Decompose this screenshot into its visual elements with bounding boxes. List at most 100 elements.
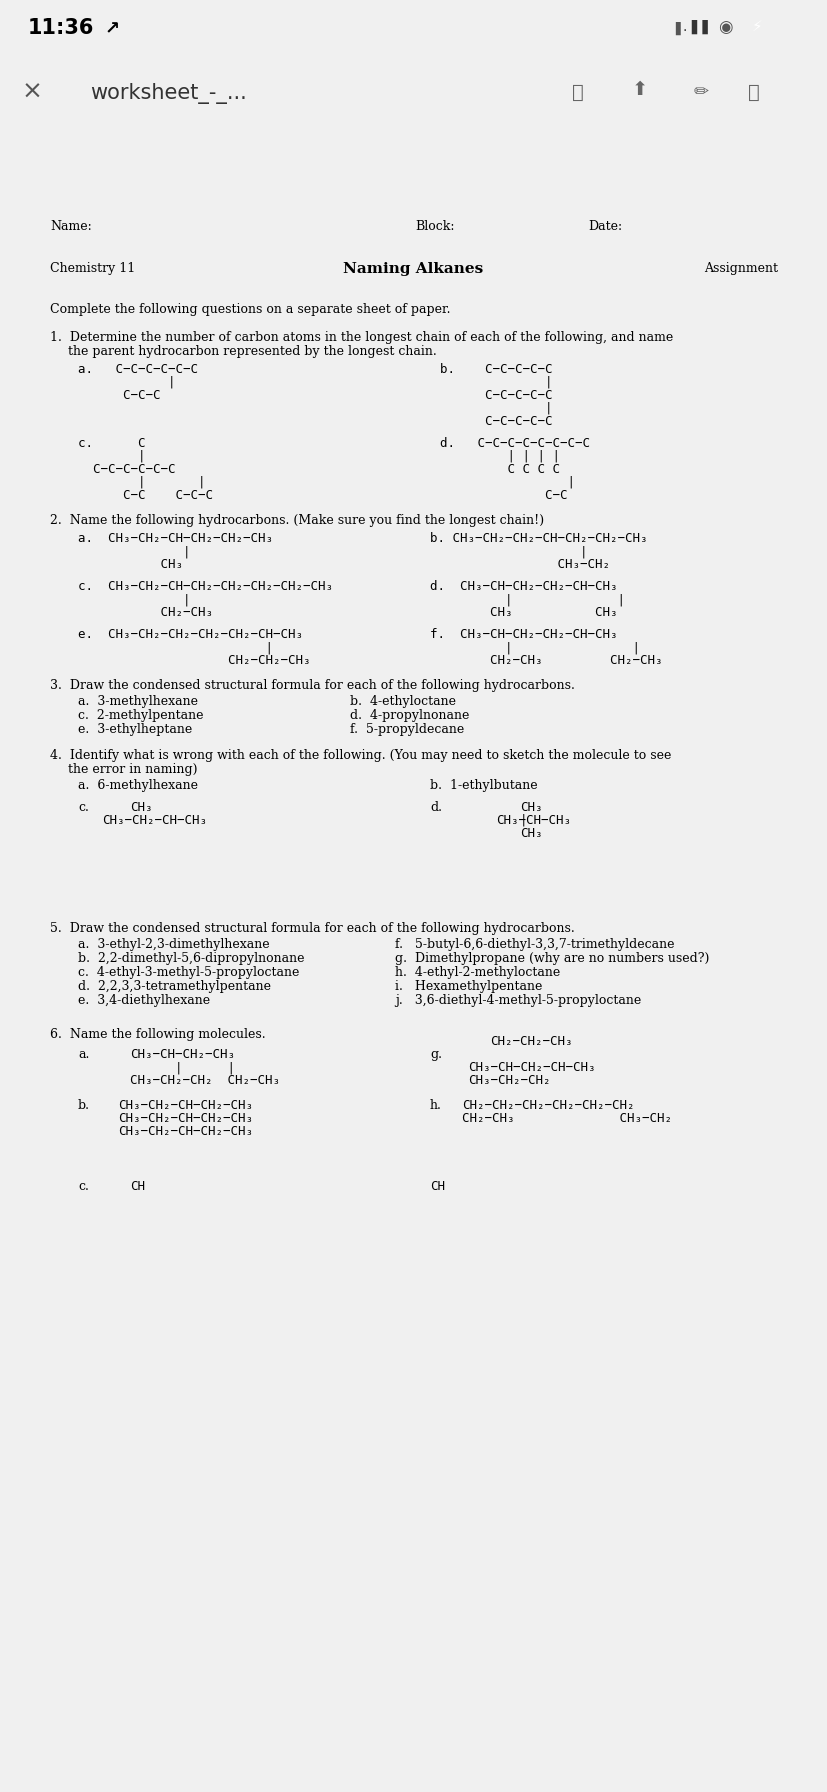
- Text: ⬆: ⬆: [631, 81, 648, 99]
- Text: d.   C−C−C−C−C−C−C−C: d. C−C−C−C−C−C−C−C: [439, 437, 590, 450]
- Text: f.   5-butyl-6,6-diethyl-3,3,7-trimethyldecane: f. 5-butyl-6,6-diethyl-3,3,7-trimethylde…: [394, 937, 674, 952]
- Text: c.  CH₃−CH₂−CH−CH₂−CH₂−CH₂−CH₂−CH₃: c. CH₃−CH₂−CH−CH₂−CH₂−CH₂−CH₂−CH₃: [78, 581, 332, 593]
- Text: b.  4-ethyloctane: b. 4-ethyloctane: [350, 695, 456, 708]
- Text: f.  5-propyldecane: f. 5-propyldecane: [350, 722, 464, 737]
- Text: |              |: | |: [429, 593, 624, 606]
- Text: |: |: [78, 545, 190, 557]
- Text: d.  CH₃−CH−CH₂−CH₂−CH−CH₃: d. CH₃−CH−CH₂−CH₂−CH−CH₃: [429, 581, 617, 593]
- Text: ↗: ↗: [105, 20, 120, 38]
- Text: e.  CH₃−CH₂−CH₂−CH₂−CH₂−CH−CH₃: e. CH₃−CH₂−CH₂−CH₂−CH₂−CH−CH₃: [78, 627, 303, 642]
- Text: e.  3,4-diethylhexane: e. 3,4-diethylhexane: [78, 995, 210, 1007]
- Text: |      |: | |: [130, 1061, 235, 1073]
- Text: a.  CH₃−CH₂−CH−CH₂−CH₂−CH₃: a. CH₃−CH₂−CH−CH₂−CH₂−CH₃: [78, 532, 273, 545]
- Text: |: |: [78, 376, 175, 389]
- Text: |: |: [429, 545, 587, 557]
- Text: a.  3-methylhexane: a. 3-methylhexane: [78, 695, 198, 708]
- Text: CH₃−CH₂−CH−CH₂−CH₃: CH₃−CH₂−CH−CH₂−CH₃: [118, 1125, 253, 1138]
- Text: ▐: ▐: [669, 22, 679, 36]
- Text: ⚡: ⚡: [751, 20, 762, 34]
- Text: ×: ×: [22, 81, 43, 104]
- Text: CH₃−CH−CH₃: CH₃−CH−CH₃: [495, 814, 571, 826]
- Text: 1.  Determine the number of carbon atoms in the longest chain of each of the fol: 1. Determine the number of carbon atoms …: [50, 332, 672, 344]
- Text: CH₃−CH₂−CH₂: CH₃−CH₂−CH₂: [467, 1073, 550, 1088]
- Text: Naming Alkanes: Naming Alkanes: [342, 262, 482, 276]
- Text: e.  3-ethylheptane: e. 3-ethylheptane: [78, 722, 192, 737]
- Text: 🔍: 🔍: [571, 82, 583, 102]
- Text: CH₃−CH−CH₂−CH₃: CH₃−CH−CH₂−CH₃: [130, 1048, 235, 1061]
- Text: Assignment: Assignment: [703, 262, 777, 274]
- Text: a.: a.: [78, 1048, 89, 1061]
- Text: 3.  Draw the condensed structural formula for each of the following hydrocarbons: 3. Draw the condensed structural formula…: [50, 679, 574, 692]
- Text: |                |: | |: [429, 642, 639, 654]
- Text: C−C: C−C: [439, 489, 566, 502]
- Text: CH₃−CH−CH₂−CH−CH₃: CH₃−CH−CH₂−CH−CH₃: [467, 1061, 595, 1073]
- Text: |: |: [78, 593, 190, 606]
- Text: g.: g.: [429, 1048, 442, 1061]
- Text: d.  2,2,3,3-tetramethylpentane: d. 2,2,3,3-tetramethylpentane: [78, 980, 270, 993]
- Text: C−C    C−C−C: C−C C−C−C: [78, 489, 213, 502]
- Text: CH₃−CH₂−CH−CH₂−CH₃: CH₃−CH₂−CH−CH₂−CH₃: [118, 1113, 253, 1125]
- Text: |: |: [519, 814, 527, 826]
- Text: f.  CH₃−CH−CH₂−CH₂−CH−CH₃: f. CH₃−CH−CH₂−CH₂−CH−CH₃: [429, 627, 617, 642]
- Text: Chemistry 11: Chemistry 11: [50, 262, 135, 274]
- Text: the error in naming): the error in naming): [68, 763, 198, 776]
- Text: 2.  Name the following hydrocarbons. (Make sure you find the longest chain!): 2. Name the following hydrocarbons. (Mak…: [50, 514, 543, 527]
- Text: .▐▐: .▐▐: [682, 20, 708, 34]
- Text: CH₃: CH₃: [519, 826, 542, 840]
- Text: a.  3-ethyl-2,3-dimethylhexane: a. 3-ethyl-2,3-dimethylhexane: [78, 937, 270, 952]
- Text: g.  Dimethylpropane (why are no numbers used?): g. Dimethylpropane (why are no numbers u…: [394, 952, 709, 966]
- Text: | | | |: | | | |: [439, 450, 559, 462]
- Text: |: |: [78, 642, 273, 654]
- Text: b. CH₃−CH₂−CH₂−CH−CH₂−CH₂−CH₃: b. CH₃−CH₂−CH₂−CH−CH₂−CH₂−CH₃: [429, 532, 647, 545]
- Text: C−C−C−C−C−C: C−C−C−C−C−C: [78, 462, 175, 477]
- Text: CH₃−CH₂−CH₂  CH₂−CH₃: CH₃−CH₂−CH₂ CH₂−CH₃: [130, 1073, 280, 1088]
- Text: Date:: Date:: [587, 220, 621, 233]
- Text: 4.  Identify what is wrong with each of the following. (You may need to sketch t: 4. Identify what is wrong with each of t…: [50, 749, 671, 762]
- Text: h.  4-ethyl-2-methyloctane: h. 4-ethyl-2-methyloctane: [394, 966, 560, 978]
- Text: Block:: Block:: [414, 220, 454, 233]
- Text: C C C C: C C C C: [439, 462, 559, 477]
- Text: |: |: [439, 376, 552, 389]
- Text: CH₃: CH₃: [519, 801, 542, 814]
- Text: d.  4-propylnonane: d. 4-propylnonane: [350, 710, 469, 722]
- Text: b.  2,2-dimethyl-5,6-dipropylnonane: b. 2,2-dimethyl-5,6-dipropylnonane: [78, 952, 304, 966]
- Text: CH₃−CH₂: CH₃−CH₂: [429, 557, 609, 572]
- Text: C−C−C: C−C−C: [78, 389, 160, 401]
- Text: Name:: Name:: [50, 220, 92, 233]
- Text: |: |: [78, 450, 146, 462]
- Text: CH₃−CH₂−CH−CH₃: CH₃−CH₂−CH−CH₃: [102, 814, 207, 826]
- Text: i.   Hexamethylpentane: i. Hexamethylpentane: [394, 980, 542, 993]
- Text: c.: c.: [78, 801, 88, 814]
- Text: c.  2-methylpentane: c. 2-methylpentane: [78, 710, 203, 722]
- Text: CH: CH: [429, 1179, 444, 1193]
- Text: CH₂−CH₂−CH₂−CH₂−CH₂−CH₂: CH₂−CH₂−CH₂−CH₂−CH₂−CH₂: [461, 1098, 633, 1113]
- Text: the parent hydrocarbon represented by the longest chain.: the parent hydrocarbon represented by th…: [68, 346, 436, 358]
- Text: h.: h.: [429, 1098, 442, 1113]
- Text: CH₂−CH₂−CH₃: CH₂−CH₂−CH₃: [78, 654, 310, 667]
- Text: j.   3,6-diethyl-4-methyl-5-propyloctane: j. 3,6-diethyl-4-methyl-5-propyloctane: [394, 995, 640, 1007]
- Text: c.: c.: [78, 1179, 88, 1193]
- Text: C−C−C−C−C: C−C−C−C−C: [439, 389, 552, 401]
- Text: ✏: ✏: [692, 82, 707, 100]
- Text: |       |: | |: [78, 477, 205, 489]
- Text: c.      C: c. C: [78, 437, 146, 450]
- Text: |: |: [439, 477, 574, 489]
- Text: CH₃: CH₃: [78, 557, 183, 572]
- Text: a.   C−C−C−C−C−C: a. C−C−C−C−C−C: [78, 364, 198, 376]
- Text: c.  4-ethyl-3-methyl-5-propyloctane: c. 4-ethyl-3-methyl-5-propyloctane: [78, 966, 299, 978]
- Text: CH₂−CH₃         CH₂−CH₃: CH₂−CH₃ CH₂−CH₃: [429, 654, 662, 667]
- Text: b.    C−C−C−C−C: b. C−C−C−C−C: [439, 364, 552, 376]
- Text: d.: d.: [429, 801, 442, 814]
- Text: CH₂−CH₃              CH₃−CH₂: CH₂−CH₃ CH₃−CH₂: [461, 1113, 672, 1125]
- Text: a.  6-methylhexane: a. 6-methylhexane: [78, 780, 198, 792]
- Text: 6.  Name the following molecules.: 6. Name the following molecules.: [50, 1029, 265, 1041]
- Text: 5.  Draw the condensed structural formula for each of the following hydrocarbons: 5. Draw the condensed structural formula…: [50, 923, 574, 935]
- Text: ◉: ◉: [717, 18, 732, 36]
- Text: CH₃           CH₃: CH₃ CH₃: [429, 606, 617, 618]
- Text: b.  1-ethylbutane: b. 1-ethylbutane: [429, 780, 537, 792]
- Text: CH: CH: [130, 1179, 145, 1193]
- Text: C−C−C−C−C: C−C−C−C−C: [439, 416, 552, 428]
- Text: worksheet_-_...: worksheet_-_...: [90, 82, 246, 104]
- Text: CH₂−CH₃: CH₂−CH₃: [78, 606, 213, 618]
- Text: b.: b.: [78, 1098, 90, 1113]
